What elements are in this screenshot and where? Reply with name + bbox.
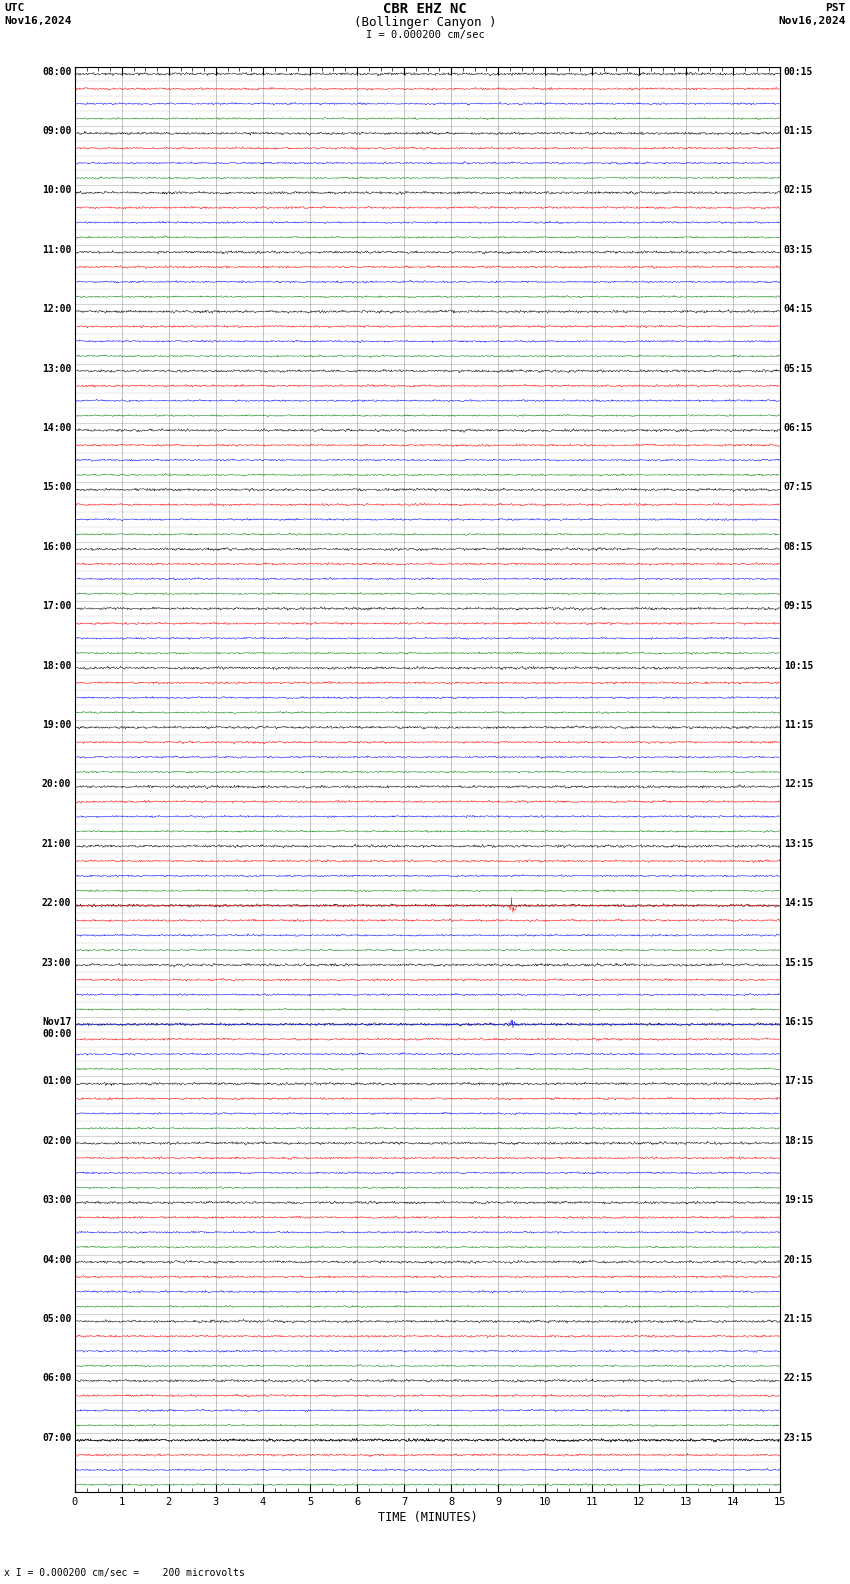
Text: 17:00: 17:00 <box>42 600 71 611</box>
Text: Nov17
00:00: Nov17 00:00 <box>42 1017 71 1039</box>
Text: 02:00: 02:00 <box>42 1136 71 1145</box>
Text: 05:15: 05:15 <box>784 363 813 374</box>
Text: 06:00: 06:00 <box>42 1373 71 1383</box>
Text: 05:00: 05:00 <box>42 1315 71 1324</box>
Text: 16:15: 16:15 <box>784 1017 813 1026</box>
Text: 01:00: 01:00 <box>42 1077 71 1087</box>
Text: 03:15: 03:15 <box>784 244 813 255</box>
Text: 02:15: 02:15 <box>784 185 813 195</box>
Text: 19:00: 19:00 <box>42 719 71 730</box>
Text: Nov16,2024: Nov16,2024 <box>4 16 71 25</box>
Text: 20:00: 20:00 <box>42 779 71 789</box>
Text: 22:15: 22:15 <box>784 1373 813 1383</box>
Text: 12:00: 12:00 <box>42 304 71 314</box>
Text: 23:15: 23:15 <box>784 1434 813 1443</box>
Text: x I = 0.000200 cm/sec =    200 microvolts: x I = 0.000200 cm/sec = 200 microvolts <box>4 1568 245 1578</box>
Text: 14:15: 14:15 <box>784 898 813 908</box>
Text: 15:15: 15:15 <box>784 957 813 968</box>
Text: 21:00: 21:00 <box>42 840 71 849</box>
Text: 07:15: 07:15 <box>784 483 813 493</box>
Text: 08:00: 08:00 <box>42 67 71 76</box>
Text: I = 0.000200 cm/sec: I = 0.000200 cm/sec <box>366 30 484 40</box>
Text: 21:15: 21:15 <box>784 1315 813 1324</box>
Text: 04:00: 04:00 <box>42 1255 71 1264</box>
Text: 18:00: 18:00 <box>42 661 71 670</box>
Text: 04:15: 04:15 <box>784 304 813 314</box>
Text: 12:15: 12:15 <box>784 779 813 789</box>
Text: 09:00: 09:00 <box>42 125 71 136</box>
Text: 19:15: 19:15 <box>784 1194 813 1205</box>
Text: 07:00: 07:00 <box>42 1434 71 1443</box>
Text: 11:15: 11:15 <box>784 719 813 730</box>
Text: 20:15: 20:15 <box>784 1255 813 1264</box>
Text: 01:15: 01:15 <box>784 125 813 136</box>
Text: 10:00: 10:00 <box>42 185 71 195</box>
Text: 18:15: 18:15 <box>784 1136 813 1145</box>
Text: 13:15: 13:15 <box>784 840 813 849</box>
Text: 13:00: 13:00 <box>42 363 71 374</box>
Text: 00:15: 00:15 <box>784 67 813 76</box>
Text: 06:15: 06:15 <box>784 423 813 432</box>
Text: 23:00: 23:00 <box>42 957 71 968</box>
Text: 15:00: 15:00 <box>42 483 71 493</box>
Text: 03:00: 03:00 <box>42 1194 71 1205</box>
Text: Nov16,2024: Nov16,2024 <box>779 16 846 25</box>
Text: 17:15: 17:15 <box>784 1077 813 1087</box>
Text: PST: PST <box>825 3 846 13</box>
Text: 11:00: 11:00 <box>42 244 71 255</box>
Text: 16:00: 16:00 <box>42 542 71 551</box>
Text: 10:15: 10:15 <box>784 661 813 670</box>
Text: 09:15: 09:15 <box>784 600 813 611</box>
Text: 22:00: 22:00 <box>42 898 71 908</box>
Text: 08:15: 08:15 <box>784 542 813 551</box>
Text: UTC: UTC <box>4 3 25 13</box>
Text: 14:00: 14:00 <box>42 423 71 432</box>
Text: CBR EHZ NC: CBR EHZ NC <box>383 2 467 16</box>
Text: (Bollinger Canyon ): (Bollinger Canyon ) <box>354 16 496 29</box>
X-axis label: TIME (MINUTES): TIME (MINUTES) <box>377 1511 478 1524</box>
